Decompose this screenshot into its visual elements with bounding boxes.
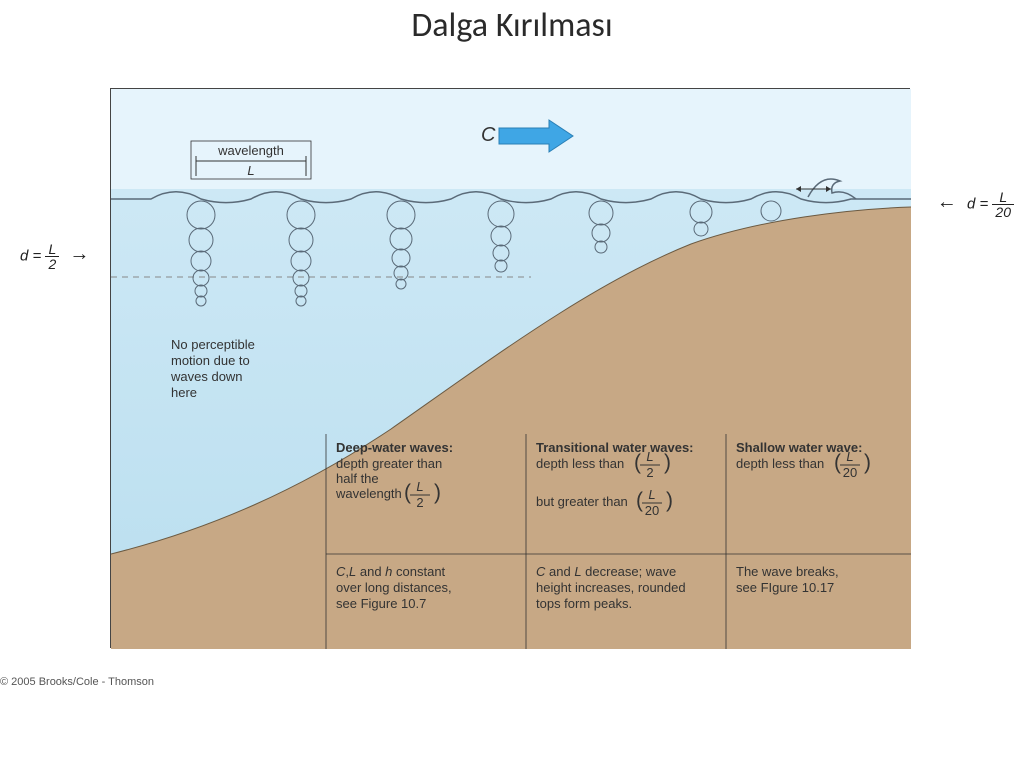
svg-text:(: ( xyxy=(404,481,411,504)
svg-text:depth less than: depth less than xyxy=(736,456,824,471)
svg-text:motion due to: motion due to xyxy=(171,353,250,368)
svg-text:20: 20 xyxy=(843,465,857,480)
svg-text:No perceptible: No perceptible xyxy=(171,337,255,352)
svg-text:height increases, rounded: height increases, rounded xyxy=(536,580,686,595)
copyright-text: © 2005 Brooks/Cole - Thomson xyxy=(0,676,154,688)
svg-text:but greater than: but greater than xyxy=(536,494,628,509)
svg-text:2: 2 xyxy=(646,465,653,480)
slide-title: Dalga Kırılması xyxy=(0,5,1024,46)
svg-text:Shallow water wave:: Shallow water wave: xyxy=(736,440,862,455)
svg-text:here: here xyxy=(171,385,197,400)
svg-text:): ) xyxy=(864,451,871,474)
svg-text:wavelength: wavelength xyxy=(335,486,402,501)
svg-text:Deep-water waves:: Deep-water waves: xyxy=(336,440,453,455)
svg-text:see Figure 10.7: see Figure 10.7 xyxy=(336,596,426,611)
svg-text:(: ( xyxy=(834,451,841,474)
svg-text:): ) xyxy=(666,489,673,512)
svg-text:half the: half the xyxy=(336,471,379,486)
wave-diagram: wavelength L C No perceptiblemotion due … xyxy=(110,88,910,648)
svg-text:C,L and h constant: C,L and h constant xyxy=(336,564,446,579)
svg-text:(: ( xyxy=(634,451,641,474)
svg-text:(: ( xyxy=(636,489,643,512)
svg-text:L: L xyxy=(416,479,423,494)
svg-text:): ) xyxy=(434,481,441,504)
c-label: C xyxy=(481,124,496,146)
svg-text:depth greater than: depth greater than xyxy=(336,456,442,471)
svg-text:see FIgure 10.17: see FIgure 10.17 xyxy=(736,580,834,595)
svg-text:depth less than: depth less than xyxy=(536,456,624,471)
svg-text:): ) xyxy=(664,451,671,474)
svg-text:over long distances,: over long distances, xyxy=(336,580,452,595)
svg-text:L: L xyxy=(646,449,653,464)
wavelength-symbol: L xyxy=(247,163,254,178)
svg-text:2: 2 xyxy=(416,495,423,510)
svg-text:20: 20 xyxy=(645,503,659,518)
right-depth-equation: ← d = L 20 xyxy=(937,190,1014,219)
svg-text:L: L xyxy=(648,487,655,502)
svg-text:C and L decrease; wave: C and L decrease; wave xyxy=(536,564,676,579)
svg-text:tops form peaks.: tops form peaks. xyxy=(536,596,632,611)
svg-text:The wave breaks,: The wave breaks, xyxy=(736,564,839,579)
diagram-svg: wavelength L C No perceptiblemotion due … xyxy=(111,89,911,649)
svg-text:waves down: waves down xyxy=(170,369,243,384)
wavelength-text: wavelength xyxy=(217,143,284,158)
svg-text:L: L xyxy=(846,449,853,464)
left-depth-equation: d = L 2 → xyxy=(20,242,89,271)
